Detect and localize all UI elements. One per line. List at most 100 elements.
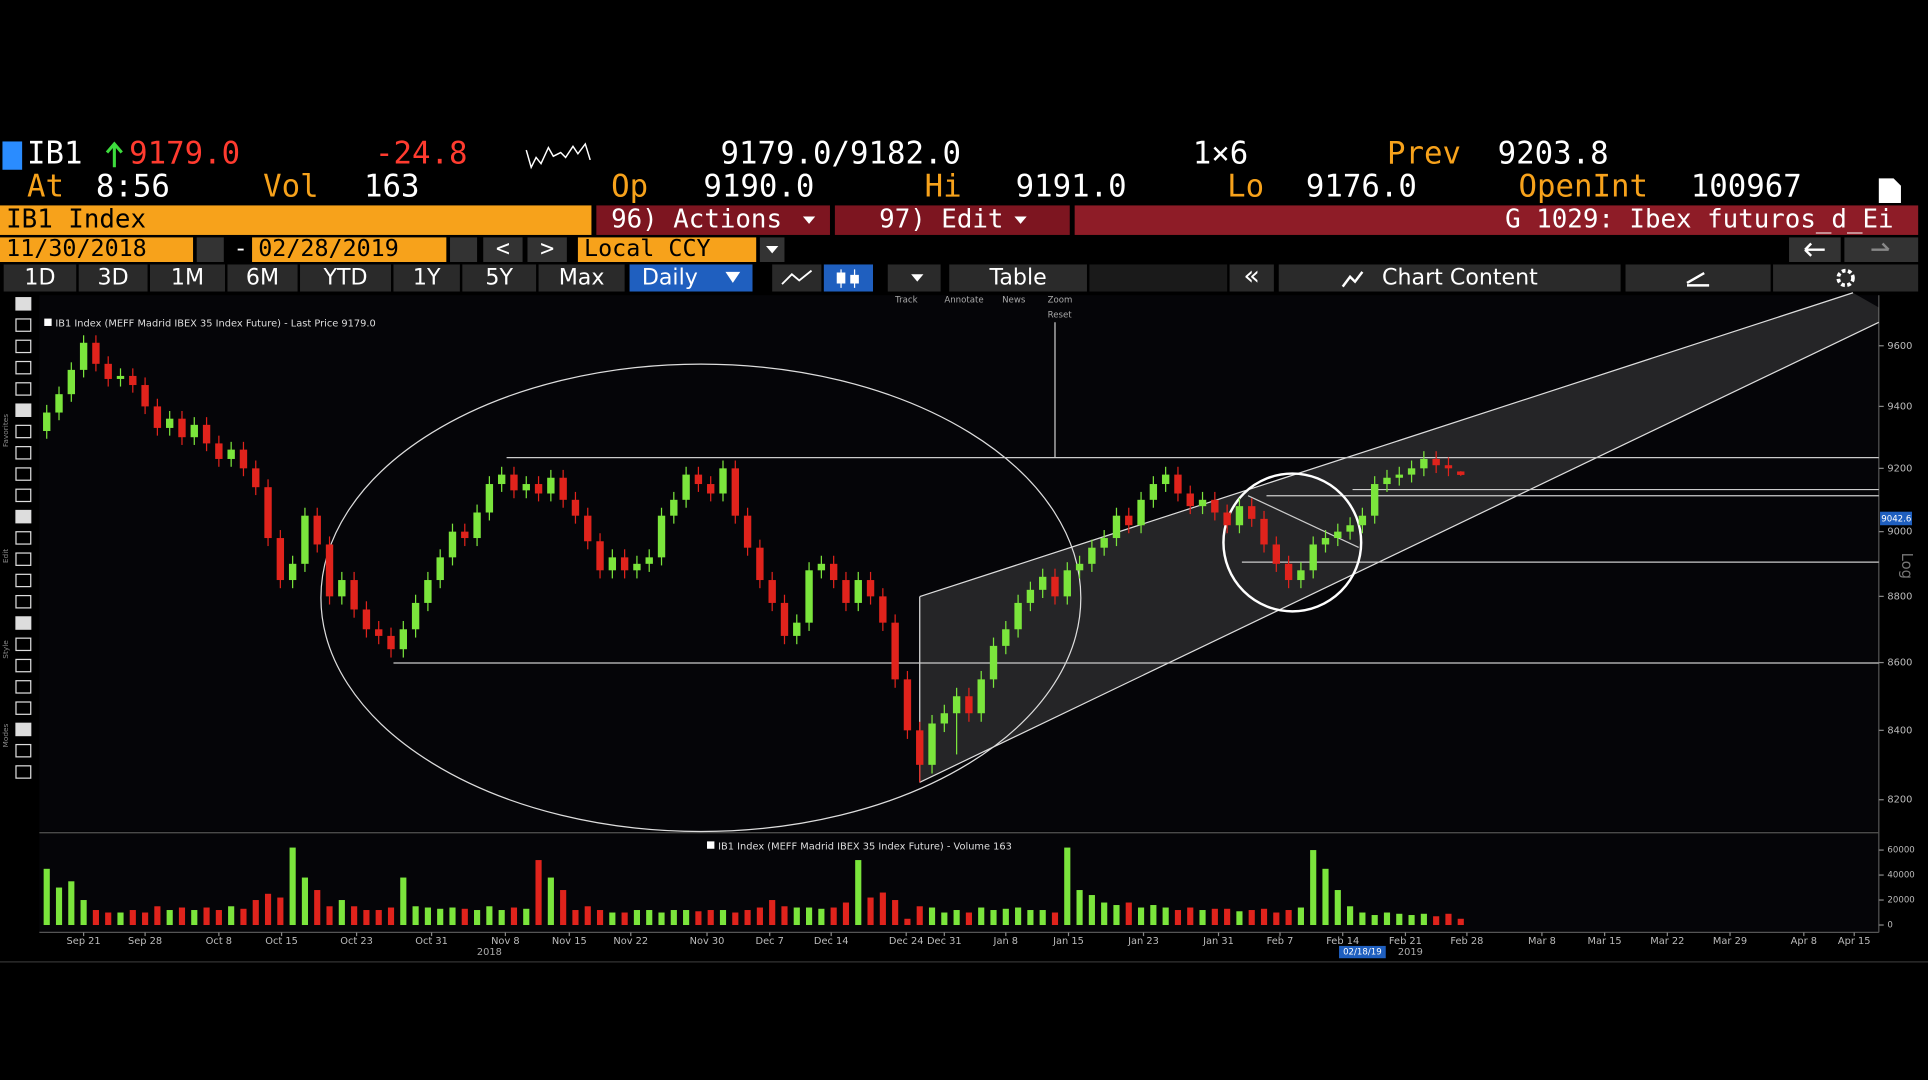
period-label[interactable]: 6M bbox=[246, 264, 279, 290]
tool-icon[interactable] bbox=[15, 552, 32, 566]
settings-button[interactable] bbox=[1773, 264, 1919, 292]
volume-bar bbox=[1002, 908, 1009, 926]
candle-body bbox=[227, 449, 235, 459]
volume-bar bbox=[1162, 907, 1169, 926]
export-icon[interactable] bbox=[1878, 178, 1901, 203]
collapse-button[interactable] bbox=[1229, 264, 1274, 292]
candle-body bbox=[1051, 576, 1059, 597]
chart-tool[interactable]: Annotate bbox=[944, 296, 983, 306]
candle-body bbox=[1309, 544, 1317, 571]
tool-icon[interactable] bbox=[15, 765, 32, 779]
calendar-icon[interactable] bbox=[196, 237, 224, 263]
tool-icon[interactable] bbox=[15, 297, 32, 311]
bid-ask: 9179.0/9182.0 bbox=[721, 135, 962, 171]
x-tick-label: Feb 28 bbox=[1450, 936, 1483, 947]
table[interactable]: Table bbox=[988, 264, 1046, 290]
chart-tool[interactable]: Reset bbox=[1048, 310, 1073, 320]
tool-icon[interactable] bbox=[15, 701, 32, 715]
period-button[interactable] bbox=[78, 264, 148, 292]
period-button[interactable] bbox=[393, 264, 460, 292]
chart-tool[interactable]: Zoom bbox=[1048, 296, 1073, 306]
candle-body bbox=[1432, 458, 1440, 466]
period-button[interactable] bbox=[3, 264, 77, 292]
chart-tool[interactable]: Track bbox=[894, 296, 918, 306]
period-label[interactable]: 3D bbox=[98, 264, 129, 290]
actions[interactable]: 96) Actions bbox=[611, 205, 782, 235]
currency-field[interactable] bbox=[577, 237, 757, 263]
period-button[interactable] bbox=[150, 264, 226, 292]
tool-icon[interactable] bbox=[15, 446, 32, 460]
chart-tool[interactable]: News bbox=[1002, 296, 1026, 306]
tool-icon[interactable] bbox=[15, 616, 32, 630]
period-label[interactable]: 1M bbox=[171, 264, 204, 290]
period-label[interactable]: 1Y bbox=[413, 264, 441, 290]
volume-bar bbox=[351, 906, 358, 926]
candle-body bbox=[116, 375, 125, 379]
collapse[interactable]: « bbox=[1243, 260, 1260, 291]
end-date-field[interactable] bbox=[252, 237, 447, 263]
y-tick-label: 9400 bbox=[1887, 401, 1912, 412]
candle-body bbox=[436, 557, 444, 581]
candle-style-button[interactable] bbox=[823, 264, 874, 292]
tool-icon[interactable] bbox=[15, 360, 32, 375]
volume-bar bbox=[916, 906, 923, 926]
tool-icon[interactable] bbox=[15, 382, 32, 396]
tool-icon[interactable] bbox=[15, 743, 32, 758]
table-button[interactable] bbox=[949, 264, 1087, 292]
tool-icon[interactable] bbox=[15, 722, 32, 737]
volume-bar bbox=[1445, 913, 1452, 926]
tool-icon[interactable] bbox=[15, 488, 32, 503]
tool-icon[interactable] bbox=[15, 403, 32, 417]
period-label[interactable]: Max bbox=[559, 264, 605, 290]
period-button[interactable] bbox=[462, 264, 537, 292]
tool-icon[interactable] bbox=[15, 531, 32, 545]
candle-body bbox=[891, 622, 899, 680]
tool-icon[interactable] bbox=[15, 658, 32, 673]
period-label[interactable]: 5Y bbox=[485, 264, 513, 290]
actions-menu[interactable] bbox=[596, 205, 830, 235]
tool-icon[interactable] bbox=[15, 573, 32, 588]
x-tick-label: Dec 14 bbox=[814, 936, 849, 947]
start-date-field[interactable] bbox=[0, 237, 194, 263]
tool-icon[interactable] bbox=[15, 637, 32, 652]
volume-bar bbox=[1027, 910, 1034, 926]
candle-body bbox=[928, 723, 936, 765]
next[interactable]: > bbox=[540, 234, 554, 262]
candle-body bbox=[301, 515, 309, 564]
security-field[interactable] bbox=[0, 205, 592, 235]
volume-bar bbox=[1248, 910, 1255, 926]
frequency[interactable]: Daily bbox=[642, 264, 698, 290]
tool-icon[interactable] bbox=[15, 467, 32, 481]
tool-icon[interactable] bbox=[15, 594, 32, 609]
candle-body bbox=[473, 512, 481, 539]
period-button[interactable] bbox=[300, 264, 392, 292]
candle-body bbox=[1235, 506, 1244, 526]
period-label[interactable]: YTD bbox=[322, 264, 367, 290]
prev-button[interactable] bbox=[483, 237, 523, 263]
candle-body bbox=[1223, 512, 1231, 526]
candle-body bbox=[448, 531, 457, 558]
content-button[interactable] bbox=[1278, 264, 1621, 292]
tool-icon[interactable] bbox=[15, 509, 32, 524]
edit-menu[interactable] bbox=[834, 205, 1070, 235]
oi-value: 100967 bbox=[1691, 169, 1802, 205]
volume-bar bbox=[1347, 906, 1354, 926]
chart-content[interactable]: Chart Content bbox=[1382, 264, 1538, 290]
volume-bar bbox=[1150, 905, 1157, 926]
gear-icon bbox=[1836, 268, 1855, 288]
tool-icon[interactable] bbox=[15, 339, 32, 354]
period-button[interactable] bbox=[227, 264, 298, 292]
next-button[interactable] bbox=[527, 237, 567, 263]
candle-body bbox=[522, 484, 530, 491]
candle-body bbox=[1014, 602, 1022, 630]
tool-icon[interactable] bbox=[15, 680, 32, 694]
calendar-icon[interactable] bbox=[450, 237, 478, 263]
period-label[interactable]: 1D bbox=[24, 264, 55, 290]
candle-body bbox=[1002, 629, 1010, 646]
edit[interactable]: 97) Edit bbox=[879, 205, 1003, 235]
volume-bar bbox=[1174, 910, 1182, 926]
tool-icon[interactable] bbox=[15, 424, 32, 439]
period-button[interactable] bbox=[538, 264, 625, 292]
tool-icon[interactable] bbox=[15, 318, 32, 332]
prev[interactable]: < bbox=[496, 234, 510, 262]
